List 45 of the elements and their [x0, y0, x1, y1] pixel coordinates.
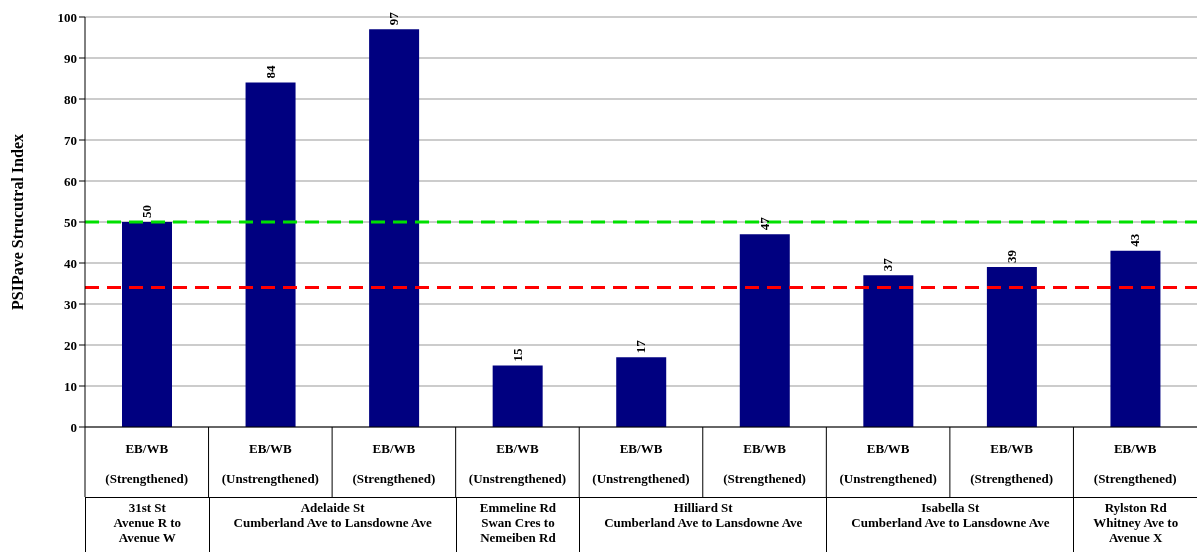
data-label: 37: [880, 257, 896, 272]
y-tick-label: 100: [57, 9, 77, 25]
text: Adelaide St Cumberland Ave to Lansdowne Ave: [208, 497, 456, 552]
text: Hilliard St Cumberland Ave to Lansdowne Ave: [579, 497, 827, 552]
bar: [1110, 250, 1161, 427]
bar: [245, 82, 296, 427]
y-tick-label: 30: [64, 296, 77, 312]
x-tick-label: EB/WB (Strengthened): [352, 441, 436, 486]
x-tick-label: EB/WB (Strengthened): [723, 441, 806, 486]
y-axis-title: PSIPave Strucutral Index: [8, 134, 26, 310]
data-label: 39: [1003, 249, 1019, 264]
x-tick-label: EB/WB (Unstrengthened): [468, 441, 567, 486]
y-tick-label: 0: [70, 419, 77, 435]
bar: [739, 234, 790, 427]
text: Rylston Rd Whitney Ave to Avenue X: [1073, 497, 1197, 552]
text: 31st St Avenue R to Avenue W: [85, 497, 209, 552]
text: Isabella St Cumberland Ave to Lansdowne Ave: [826, 497, 1074, 552]
y-tick-label: 40: [64, 255, 77, 271]
data-label: 17: [633, 339, 649, 354]
data-label: 84: [262, 65, 278, 79]
y-tick-label: 60: [64, 173, 77, 189]
data-label: 50: [139, 205, 154, 218]
bar: [616, 357, 667, 427]
x-tick-label: EB/WB (Strengthened): [1093, 441, 1177, 486]
data-label: 97: [386, 11, 402, 26]
x-tick-label: EB/WB (Strengthened): [970, 441, 1054, 486]
y-tick-label: 80: [64, 91, 77, 107]
text: Emmeline Rd Swan Cres to Nemeiben Rd: [455, 497, 580, 552]
y-tick-label: 10: [64, 378, 77, 394]
bar: [863, 275, 914, 427]
data-label: 15: [509, 348, 525, 362]
y-tick-label: 70: [64, 132, 77, 148]
bar: [986, 267, 1037, 427]
bar: [369, 29, 420, 427]
data-label: 43: [1127, 233, 1143, 247]
x-tick-label: EB/WB (Unstrengthened): [592, 441, 690, 486]
x-tick-label: EB/WB (Unstrengthened): [839, 441, 937, 486]
x-tick-label: EB/WB (Strengthened): [105, 441, 189, 486]
y-tick-label: 90: [64, 50, 77, 66]
y-tick-label: 50: [64, 214, 77, 230]
data-label: 47: [756, 216, 772, 231]
y-tick-label: 20: [64, 337, 77, 353]
x-tick-label: EB/WB (Unstrengthened): [221, 441, 319, 486]
bar: [492, 365, 543, 427]
bar: [122, 222, 172, 427]
